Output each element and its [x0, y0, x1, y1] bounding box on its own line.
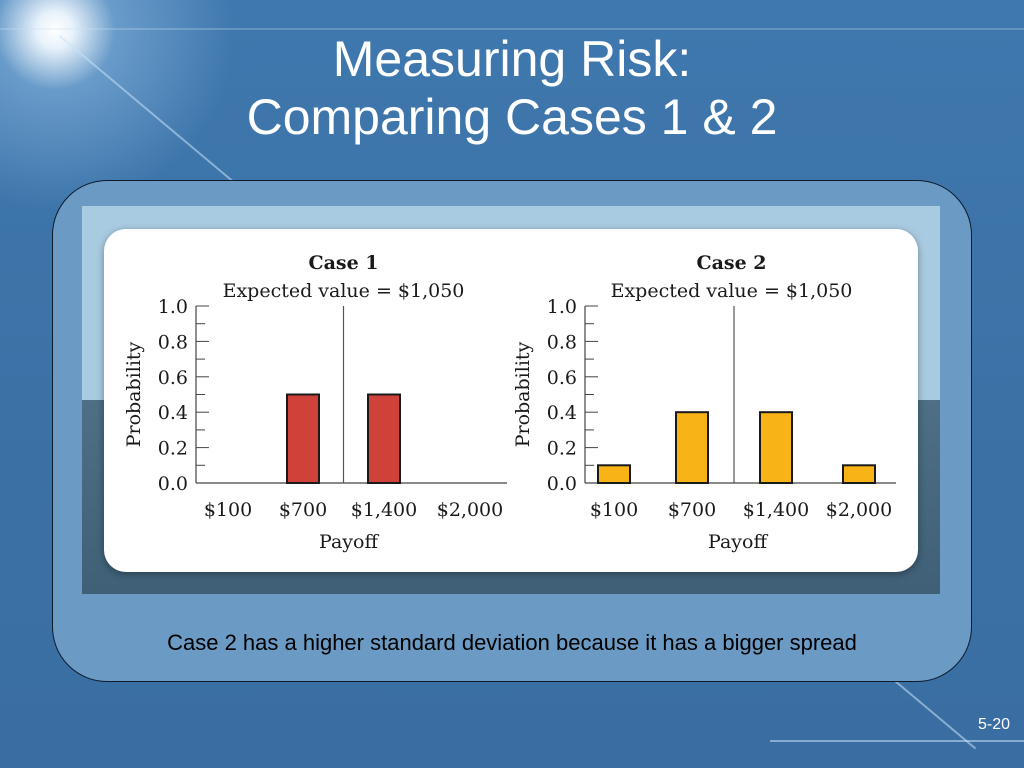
y-tick-label: 1.0 — [158, 296, 188, 318]
page-number: 5-20 — [977, 716, 1010, 733]
y-axis-label: Probability — [512, 341, 534, 447]
bar — [842, 464, 876, 485]
y-axis-label: Probability — [123, 341, 145, 447]
title-line-1: Measuring Risk: — [332, 31, 692, 87]
caption: Case 2 has a higher standard deviation b… — [167, 630, 857, 655]
bar-charts: Case 1 Expected value = $1,050 0.0 0.2 0.4 0.… — [123, 252, 896, 553]
chart-title: Case 1 — [308, 252, 378, 274]
x-tick-label: $100 — [204, 499, 252, 521]
decorative-ray — [770, 740, 1024, 742]
bar — [286, 393, 320, 484]
bar — [759, 411, 793, 484]
y-tick-label: 0.4 — [547, 402, 577, 424]
x-tick-label: $1,400 — [351, 499, 417, 521]
x-tick-label: $2,000 — [437, 499, 503, 521]
y-tick-label: 0.2 — [547, 438, 577, 460]
y-tick-label: 0.8 — [158, 331, 188, 353]
x-tick-label: $700 — [279, 499, 327, 521]
y-tick-label: 0.8 — [547, 331, 577, 353]
y-tick-label: 0.0 — [158, 473, 188, 495]
y-tick-label: 1.0 — [547, 296, 577, 318]
chart-card — [104, 229, 918, 572]
chart-subtitle: Expected value = $1,050 — [611, 280, 853, 302]
chart-title: Case 2 — [696, 252, 766, 274]
y-tick-label: 0.2 — [158, 438, 188, 460]
x-tick-label: $100 — [590, 499, 638, 521]
x-tick-label: $1,400 — [743, 499, 809, 521]
y-tick-label: 0.6 — [158, 367, 188, 389]
decorative-ray — [0, 28, 1024, 30]
bar — [675, 411, 709, 484]
y-tick-label: 0.4 — [158, 402, 188, 424]
x-axis-label: Payoff — [708, 531, 768, 553]
bar — [597, 464, 631, 485]
chart-subtitle: Expected value = $1,050 — [223, 280, 465, 302]
bar — [367, 393, 401, 484]
x-tick-label: $700 — [668, 499, 716, 521]
y-tick-label: 0.6 — [547, 367, 577, 389]
x-axis-label: Payoff — [319, 531, 379, 553]
title-line-2: Comparing Cases 1 & 2 — [246, 89, 778, 145]
y-tick-label: 0.0 — [547, 473, 577, 495]
slide-title: Measuring Risk: Comparing Cases 1 & 2 — [0, 30, 1024, 146]
x-tick-label: $2,000 — [826, 499, 892, 521]
